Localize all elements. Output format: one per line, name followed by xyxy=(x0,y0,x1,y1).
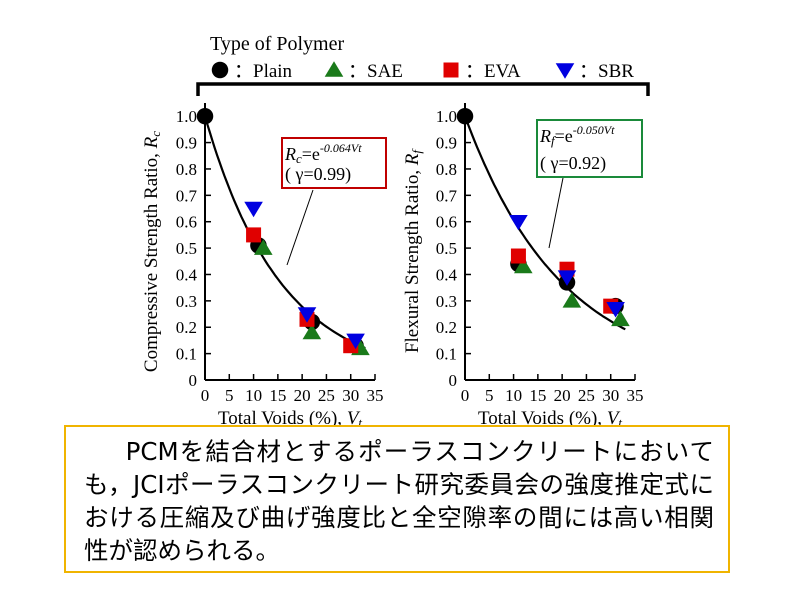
data-point-plain xyxy=(456,107,474,125)
data-point-sae xyxy=(562,292,582,308)
flexural-chart: 00.10.20.30.40.50.60.70.80.91.00 5 10 15 20 2… xyxy=(402,103,644,425)
data-point-sbr xyxy=(509,214,528,231)
data-point-sae xyxy=(302,323,322,340)
correlation-text: ( γ=0.92) xyxy=(540,153,606,174)
x-tick-label: 15 xyxy=(269,386,286,405)
y-axis-label: Compressive Strength Ratio, Rc xyxy=(141,131,163,372)
correlation-text: ( γ=0.99) xyxy=(285,164,351,185)
y-tick-label: 0.8 xyxy=(176,160,197,179)
equation-text: Rf=e-0.050Vt xyxy=(539,123,615,148)
fit-curve xyxy=(463,115,626,331)
legend-marker-sae xyxy=(324,61,344,77)
y-tick-label: 0 xyxy=(189,371,198,390)
x-tick-label: 10 xyxy=(505,386,522,405)
y-tick-label: 0.9 xyxy=(176,134,197,153)
x-tick-label: 30 xyxy=(602,386,619,405)
legend-marker-sbr xyxy=(555,63,575,79)
y-tick-label: 0.2 xyxy=(436,318,457,337)
data-point-sbr xyxy=(297,307,317,323)
x-tick-label: 0 xyxy=(201,386,210,405)
data-point-sbr xyxy=(557,270,577,286)
x-tick-label: 5 xyxy=(225,386,234,405)
y-tick-label: 0.8 xyxy=(436,160,457,179)
legend-label: ：EVA xyxy=(465,61,521,82)
y-tick-label: 0.9 xyxy=(436,134,457,153)
legend-label: ：SBR xyxy=(579,61,634,82)
legend-bracket xyxy=(196,82,650,96)
x-tick-label: 20 xyxy=(554,386,571,405)
equation-box xyxy=(281,137,387,189)
y-tick-label: 0.5 xyxy=(176,239,197,258)
y-tick-label: 0.7 xyxy=(176,186,198,205)
y-tick-label: 0.4 xyxy=(176,265,198,284)
y-tick-label: 1.0 xyxy=(176,107,197,126)
legend-label: ：SAE xyxy=(348,61,403,82)
x-tick-label: 25 xyxy=(318,386,335,405)
x-tick-label: 35 xyxy=(367,386,384,405)
x-tick-label: 15 xyxy=(529,386,546,405)
data-point-sbr xyxy=(244,201,263,218)
y-tick-label: 0.3 xyxy=(176,292,197,311)
x-tick-label: 35 xyxy=(627,386,644,405)
y-tick-label: 0.4 xyxy=(436,265,458,284)
data-point-sbr xyxy=(606,302,625,318)
y-tick-label: 0.1 xyxy=(436,345,457,364)
data-point-eva xyxy=(246,227,262,243)
x-tick-label: 5 xyxy=(485,386,494,405)
y-tick-label: 0.6 xyxy=(176,213,197,232)
x-tick-label: 20 xyxy=(294,386,311,405)
y-tick-label: 0.2 xyxy=(176,318,197,337)
caption-text: PCMを結合材とするポーラスコンクリートにおいても，JCIポーラスコンクリート研… xyxy=(84,437,714,565)
data-point-sae xyxy=(611,310,630,327)
y-tick-label: 1.0 xyxy=(436,107,457,126)
y-tick-label: 0.6 xyxy=(436,213,457,232)
equation-leader xyxy=(286,189,314,266)
data-point-plain xyxy=(196,107,214,125)
data-point-sae xyxy=(253,239,273,255)
x-tick-label: 0 xyxy=(461,386,470,405)
equation-text: Rc=e-0.064Vt xyxy=(284,141,362,166)
legend-marker-eva xyxy=(443,62,459,78)
y-tick-label: 0.1 xyxy=(176,345,197,364)
data-point-sbr xyxy=(346,333,365,350)
y-tick-label: 0.5 xyxy=(436,239,457,258)
x-axis-label: Total Voids (%), Vt xyxy=(478,408,622,425)
x-tick-label: 10 xyxy=(245,386,262,405)
legend-label: ：Plain xyxy=(234,61,293,82)
equation-leader xyxy=(548,177,564,249)
legend: ：Plain ：SAE ：EVA ：SBR xyxy=(211,61,634,82)
y-tick-label: 0 xyxy=(449,371,458,390)
y-tick-label: 0.7 xyxy=(436,186,458,205)
data-point-sae xyxy=(513,257,533,274)
x-tick-label: 25 xyxy=(578,386,595,405)
x-tick-label: 30 xyxy=(342,386,359,405)
figure: Type of Polymer ：Plain ：SAE ：EVA ：SBR 0 0.1 0… xyxy=(141,33,650,425)
data-point-eva xyxy=(510,248,526,264)
compressive-chart: 00.10.20.30.40.50.60.70.80.91.00 5 10 15 20 2… xyxy=(141,103,387,425)
equation-box xyxy=(536,119,643,178)
legend-title: Type of Polymer xyxy=(210,33,344,55)
caption-box: PCMを結合材とするポーラスコンクリートにおいても，JCIポーラスコンクリート研… xyxy=(64,425,730,573)
y-tick-label: 0.3 xyxy=(436,292,457,311)
x-axis-label: Total Voids (%), Vt xyxy=(218,408,362,425)
fit-curve xyxy=(203,115,366,350)
y-axis-label: Flexural Strength Ratio, Rf xyxy=(402,148,424,353)
legend-marker-plain xyxy=(211,61,229,79)
